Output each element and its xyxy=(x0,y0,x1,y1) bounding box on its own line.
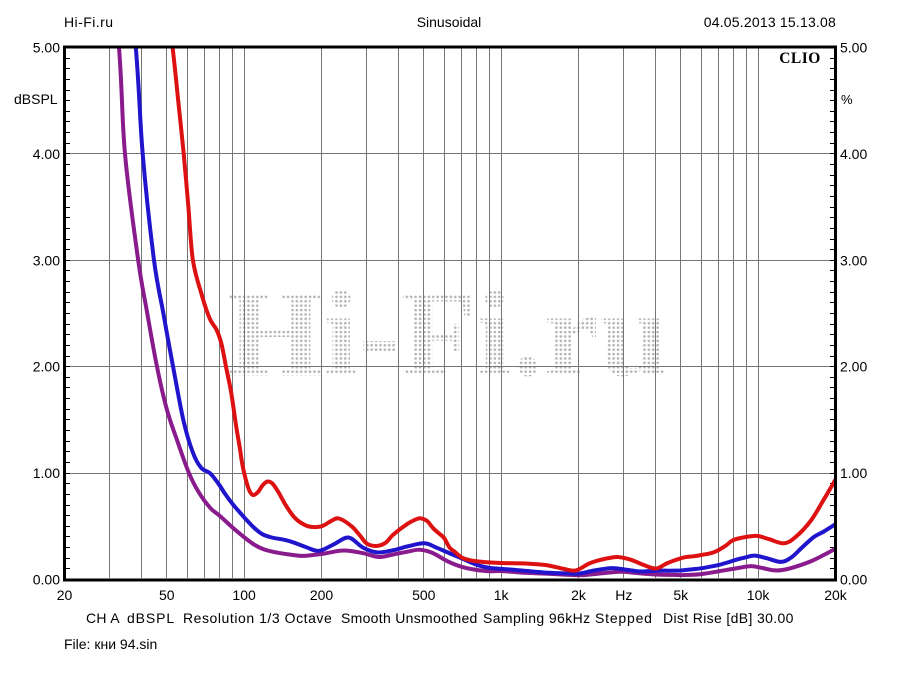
svg-text:04.05.2013 15.13.08: 04.05.2013 15.13.08 xyxy=(704,14,836,30)
svg-text:20k: 20k xyxy=(824,587,848,603)
svg-text:4.00: 4.00 xyxy=(840,146,867,162)
svg-text:2k: 2k xyxy=(571,587,587,603)
svg-text:dBSPL: dBSPL xyxy=(14,91,58,107)
svg-text:Hz: Hz xyxy=(615,587,632,603)
svg-text:0.00: 0.00 xyxy=(840,572,867,588)
svg-text:4.00: 4.00 xyxy=(33,146,60,162)
svg-text:100: 100 xyxy=(232,587,256,603)
svg-text:Sinusoidal: Sinusoidal xyxy=(417,14,482,30)
svg-text:Stepped: Stepped xyxy=(595,610,653,626)
svg-text:Smooth Unsmoothed: Smooth Unsmoothed xyxy=(341,610,478,626)
svg-text:Hi-Fi.ru: Hi-Fi.ru xyxy=(64,14,113,30)
svg-text:Hi-Fi.ru: Hi-Fi.ru xyxy=(227,265,669,402)
svg-text:CLIO: CLIO xyxy=(779,50,821,67)
svg-text:1k: 1k xyxy=(494,587,510,603)
svg-text:5k: 5k xyxy=(673,587,689,603)
svg-text:5.00: 5.00 xyxy=(33,40,60,56)
svg-text:0.00: 0.00 xyxy=(33,572,60,588)
svg-text:5.00: 5.00 xyxy=(840,40,867,56)
svg-text:50: 50 xyxy=(159,587,175,603)
svg-text:3.00: 3.00 xyxy=(840,252,867,268)
svg-text:dBSPL: dBSPL xyxy=(127,610,175,626)
svg-text:2.00: 2.00 xyxy=(33,359,60,375)
svg-text:200: 200 xyxy=(310,587,334,603)
svg-text:2.00: 2.00 xyxy=(840,359,867,375)
svg-text:Sampling 96kHz: Sampling 96kHz xyxy=(483,610,591,626)
svg-text:1.00: 1.00 xyxy=(33,465,60,481)
svg-text:Resolution 1/3 Octave: Resolution 1/3 Octave xyxy=(183,610,332,626)
svg-text:20: 20 xyxy=(57,587,73,603)
svg-text:1.00: 1.00 xyxy=(840,465,867,481)
svg-text:500: 500 xyxy=(412,587,436,603)
svg-text:10k: 10k xyxy=(747,587,771,603)
svg-text:3.00: 3.00 xyxy=(33,252,60,268)
svg-text:CH A: CH A xyxy=(86,610,120,626)
svg-text:File: кни 94.sin: File: кни 94.sin xyxy=(64,636,157,652)
svg-text:%: % xyxy=(841,92,853,107)
svg-text:Dist Rise [dB] 30.00: Dist Rise [dB] 30.00 xyxy=(663,610,794,626)
